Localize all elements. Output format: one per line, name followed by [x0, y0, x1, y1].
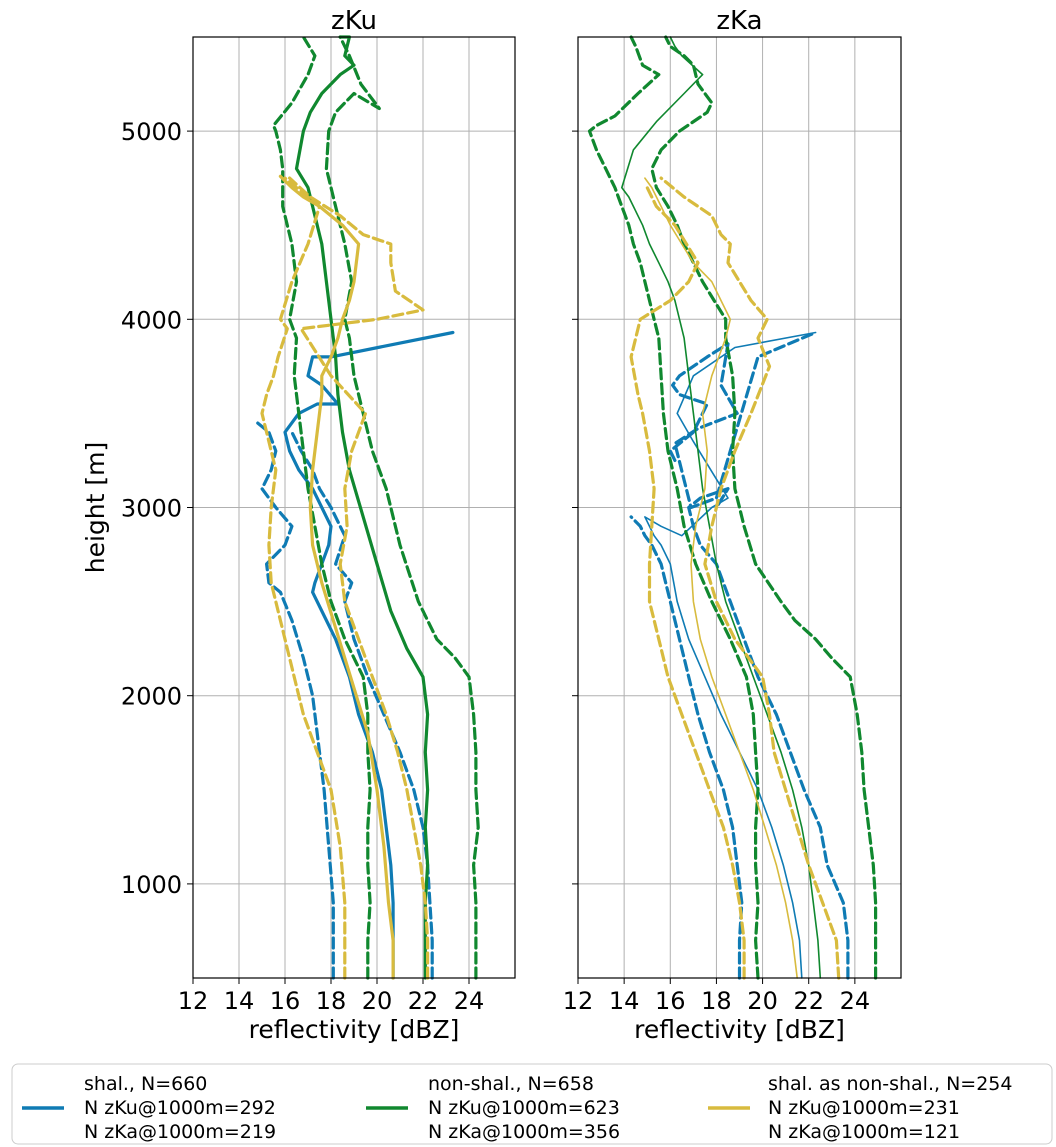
legend-frame	[11, 1063, 1053, 1145]
x-tick-label: 20	[362, 987, 393, 1015]
x-tick-label: 22	[408, 987, 439, 1015]
x-tick-label: 16	[655, 987, 686, 1015]
legend-text: shal. as non-shal., N=254	[768, 1073, 1012, 1095]
y-tick-label: 1000	[121, 871, 182, 899]
legend-text: N zKu@1000m=623	[428, 1097, 620, 1119]
series-line-blue	[283, 330, 455, 980]
y-tick-label: 2000	[121, 683, 182, 711]
x-tick-label: 12	[563, 987, 594, 1015]
legend-text: shal., N=660	[84, 1073, 207, 1095]
series-line-green	[620, 36, 822, 979]
series-line-green	[587, 35, 760, 980]
series-line-blue	[629, 515, 744, 980]
series-line-yellow	[644, 177, 799, 979]
series-line-blue	[255, 421, 335, 980]
legend-text: N zKa@1000m=219	[84, 1121, 276, 1143]
series-line-green	[294, 35, 430, 980]
legend-entry-shal-as-non-shal: shal. as non-shal., N=254 N zKu@1000m=23…	[708, 1073, 1012, 1143]
legend-text: N zKu@1000m=231	[768, 1097, 960, 1119]
x-tick-label: 18	[316, 987, 347, 1015]
series-line-yellow	[260, 176, 347, 980]
series-line-yellow	[629, 186, 746, 980]
legend-text: N zKu@1000m=292	[84, 1097, 276, 1119]
series-line-blue	[668, 330, 818, 510]
x-tick-label: 18	[701, 987, 732, 1015]
y-tick-label: 3000	[121, 495, 182, 523]
panel-zka: 12 14 16 18 20 22 24 zKa reflectivity [dBZ]	[563, 6, 902, 1044]
x-tick-label: 16	[270, 987, 301, 1015]
series-line-blue	[644, 331, 817, 979]
panel-title: zKa	[716, 6, 762, 36]
y-tick-label: 5000	[121, 118, 182, 146]
legend-entry-non-shal: non-shal., N=658 N zKu@1000m=623 N zKa@1…	[366, 1073, 620, 1143]
legend-text: non-shal., N=658	[428, 1073, 594, 1095]
legend-text: N zKa@1000m=121	[768, 1121, 960, 1143]
series-line-yellow	[278, 174, 395, 980]
x-tick-label: 12	[178, 987, 209, 1015]
series-line-green	[271, 35, 372, 980]
legend-entry-shal: shal., N=660 N zKu@1000m=292 N zKa@1000m…	[22, 1073, 276, 1143]
x-tick-label: 24	[840, 987, 871, 1015]
series-line-green	[324, 35, 480, 980]
panel-title: zKu	[331, 6, 377, 36]
y-tick-label: 4000	[121, 306, 182, 334]
x-tick-label: 14	[609, 987, 640, 1015]
series-line-green	[650, 35, 878, 980]
x-tick-label: 14	[224, 987, 255, 1015]
x-tick-label: 24	[454, 987, 485, 1015]
x-axis-label: reflectivity [dBZ]	[634, 1015, 845, 1044]
series-line-blue	[687, 487, 850, 980]
panel-zku: 12 14 16 18 20 22 24 1000 2000 3000 4000 5000 zKu ref…	[81, 6, 516, 1044]
series-line-yellow	[288, 176, 430, 980]
legend: shal., N=660 N zKu@1000m=292 N zKa@1000m…	[11, 1063, 1053, 1145]
series-line-yellow	[659, 176, 841, 980]
x-tick-label: 22	[793, 987, 824, 1015]
legend-text: N zKa@1000m=356	[428, 1121, 620, 1143]
y-axis-label: height [m]	[81, 442, 110, 574]
x-axis-label: reflectivity [dBZ]	[249, 1015, 460, 1044]
x-tick-label: 20	[747, 987, 778, 1015]
